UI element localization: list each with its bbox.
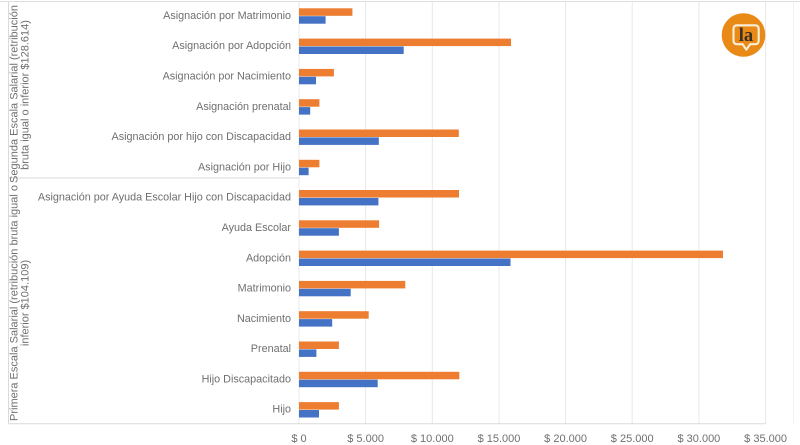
svg-text:Prenatal: Prenatal [251, 343, 291, 355]
svg-text:$ 35.000: $ 35.000 [744, 433, 787, 445]
svg-text:$ 5.000: $ 5.000 [347, 433, 384, 445]
svg-text:Nacimiento: Nacimiento [237, 313, 291, 325]
svg-text:Asignación por hijo con Discap: Asignación por hijo con Discapacidad [112, 131, 291, 143]
svg-text:Asignación por Nacimiento: Asignación por Nacimiento [163, 71, 291, 83]
svg-text:Asignación prenatal: Asignación prenatal [196, 101, 291, 113]
svg-text:Adopción: Adopción [246, 252, 291, 264]
svg-text:Asignación por Ayuda Escolar H: Asignación por Ayuda Escolar Hijo con Di… [38, 192, 291, 204]
svg-text:$ 25.000: $ 25.000 [611, 433, 654, 445]
svg-text:la: la [739, 26, 753, 46]
svg-text:$ 30.000: $ 30.000 [677, 433, 720, 445]
svg-text:inferior $104.109): inferior $104.109) [20, 260, 32, 346]
svg-text:Segunda Escala Salarial (retri: Segunda Escala Salarial (retribución [9, 5, 21, 183]
svg-text:Asignación por Hijo: Asignación por Hijo [198, 161, 291, 173]
svg-text:Hijo: Hijo [272, 404, 291, 416]
svg-text:Primera Escala Salarial (retri: Primera Escala Salarial (retribución bru… [9, 185, 21, 421]
svg-text:bruta igual o inferior $128.61: bruta igual o inferior $128.614) [20, 20, 32, 170]
svg-text:Asignación por Adopción: Asignación por Adopción [172, 40, 291, 52]
svg-text:Ayuda Escolar: Ayuda Escolar [222, 222, 292, 234]
svg-text:Asignación por Matrimonio: Asignación por Matrimonio [163, 10, 291, 22]
svg-text:$ 20.000: $ 20.000 [544, 433, 587, 445]
svg-text:Hijo Discapacitado: Hijo Discapacitado [202, 373, 291, 385]
svg-text:$ 0: $ 0 [291, 433, 306, 445]
svg-text:$ 15.000: $ 15.000 [478, 433, 521, 445]
svg-text:$ 10.000: $ 10.000 [411, 433, 454, 445]
svg-text:Matrimonio: Matrimonio [238, 283, 291, 295]
